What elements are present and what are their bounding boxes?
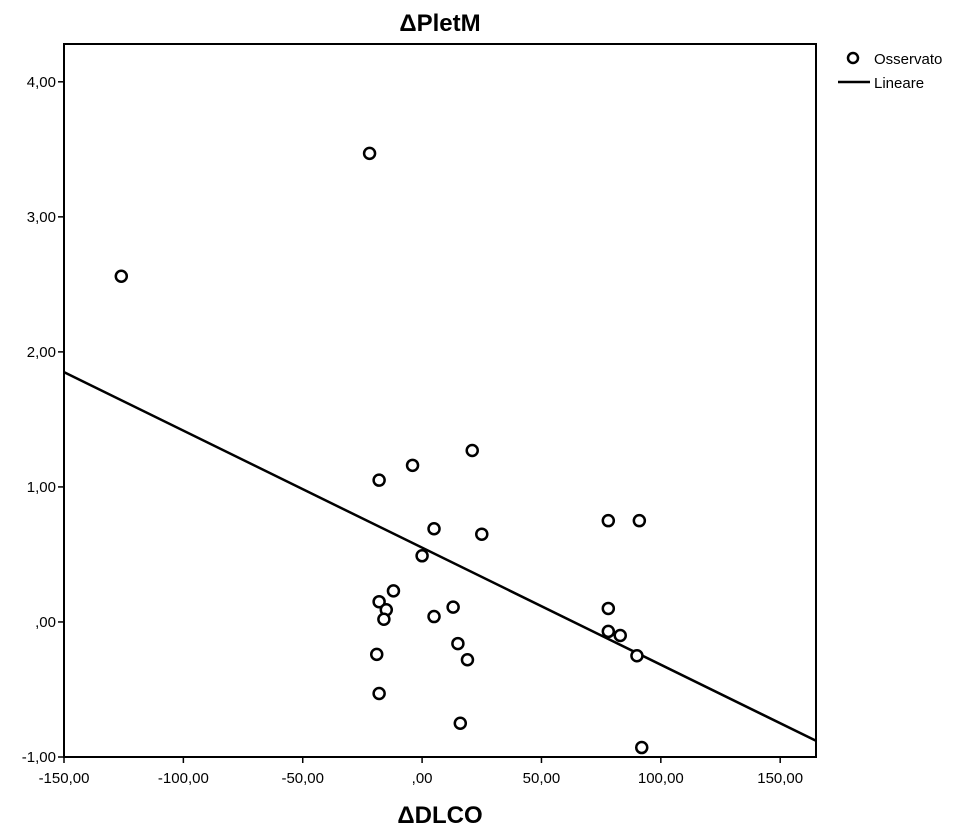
data-point: [362, 146, 377, 161]
data-point: [114, 269, 129, 284]
linear-fit-series: [63, 371, 817, 742]
y-tick-label: 4,00: [27, 74, 56, 91]
data-point: [451, 636, 465, 651]
x-axis: -150,00 -100,00 -50,00 ,00 50,00 100,00 150,00: [39, 757, 803, 787]
legend-marker-open-circle: [846, 51, 860, 65]
legend-label-linear: Lineare: [874, 75, 924, 92]
y-tick-label: 2,00: [27, 344, 56, 361]
data-point: [465, 443, 479, 458]
data-point: [446, 600, 460, 614]
x-tick-label: 150,00: [757, 770, 803, 787]
y-tick-label: 1,00: [27, 479, 56, 496]
y-tick-label: 3,00: [27, 209, 56, 226]
data-point: [386, 584, 401, 598]
data-point: [613, 628, 627, 643]
data-point: [372, 594, 386, 609]
data-point: [405, 458, 420, 473]
data-point: [460, 653, 475, 667]
data-point: [372, 686, 386, 701]
data-point: [377, 612, 391, 627]
x-tick-label: -100,00: [158, 770, 209, 787]
data-point: [475, 527, 489, 541]
x-tick-label: -50,00: [281, 770, 324, 787]
x-tick-label: 50,00: [523, 770, 561, 787]
legend: Osservato Lineare: [838, 51, 942, 92]
y-axis: -1,00 ,00 1,00 2,00 3,00 4,00: [22, 74, 64, 766]
x-tick-label: -150,00: [39, 770, 90, 787]
plot-frame: [63, 43, 817, 758]
data-point: [601, 513, 616, 528]
data-point: [427, 522, 441, 536]
chart-title: ΔPletM: [399, 10, 480, 37]
legend-label-observed: Osservato: [874, 51, 942, 68]
x-tick-label: 100,00: [638, 770, 684, 787]
data-point: [630, 648, 644, 663]
data-point: [632, 513, 647, 528]
data-point: [601, 601, 616, 616]
y-tick-label: -1,00: [22, 749, 56, 766]
data-point: [427, 609, 441, 624]
x-axis-label: ΔDLCO: [397, 802, 482, 826]
data-point: [369, 647, 384, 662]
data-point: [372, 473, 386, 487]
data-point: [634, 740, 649, 755]
data-point: [601, 624, 616, 639]
linear-fit-line: [63, 371, 817, 742]
data-point: [415, 549, 429, 563]
observed-series: [114, 146, 649, 755]
x-tick-label: ,00: [412, 770, 433, 787]
data-point: [453, 716, 468, 730]
y-tick-label: ,00: [35, 614, 56, 631]
